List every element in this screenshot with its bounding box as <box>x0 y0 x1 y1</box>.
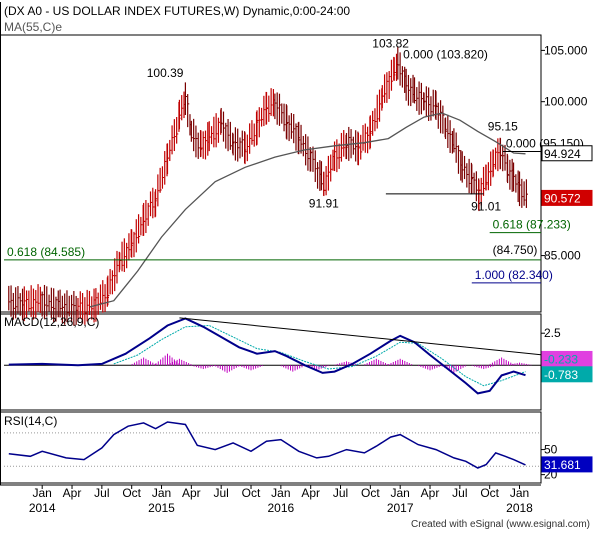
macd-line <box>8 317 526 395</box>
fib-level-label: (84.750) <box>493 243 538 257</box>
x-tick-month-label: Oct <box>122 486 141 500</box>
fib-level-label: 0.000 (103.820) <box>403 47 488 61</box>
fib-level-label: 0.618 (87.233) <box>493 218 571 232</box>
macd-signal-line <box>113 324 526 387</box>
x-tick-month-label: Jan <box>152 486 171 500</box>
x-tick-month-label: Apr <box>421 486 440 500</box>
fib-level-label: 1.000 (82.340) <box>475 268 553 282</box>
macd-last-badge-bg <box>541 366 593 383</box>
x-tick-year-label: 2016 <box>268 501 295 515</box>
price-y-tick-label: 105.000 <box>544 43 588 57</box>
rsi-last-badge: 31.681 <box>544 458 581 472</box>
x-tick-month-label: Jan <box>391 486 410 500</box>
x-tick-month-label: Jul <box>333 486 348 500</box>
price-y-tick-label: 85.000 <box>544 249 581 263</box>
macd-signal-badge: -0.233 <box>544 352 578 366</box>
x-tick-month-label: Oct <box>242 486 261 500</box>
x-tick-month-label: Jan <box>33 486 52 500</box>
x-tick-month-label: Jul <box>94 486 109 500</box>
x-tick-month-label: Oct <box>361 486 380 500</box>
price-annotation: 100.39 <box>147 66 184 80</box>
macd-panel-title: MACD(12,26,9,C) <box>4 315 99 329</box>
x-tick-month-label: Apr <box>63 486 82 500</box>
x-tick-year-label: 2018 <box>506 501 533 515</box>
ma-legend-label: MA(55,C)e <box>4 20 62 34</box>
x-tick-month-label: Oct <box>480 486 499 500</box>
price-last-badge-bg <box>541 189 593 206</box>
x-tick-year-label: 2017 <box>387 501 414 515</box>
price-annotation: 103.82 <box>372 36 409 50</box>
macd-trendline <box>179 317 544 356</box>
price-y-tick-label: 100.000 <box>544 95 588 109</box>
price-annotation: 95.15 <box>488 119 518 133</box>
x-tick-month-label: Jan <box>271 486 290 500</box>
chart-title: (DX A0 - US DOLLAR INDEX FUTURES,W) Dyna… <box>4 4 350 18</box>
footer-credit: Created with eSignal (www.esignal.com) <box>411 519 590 530</box>
price-annotation: 91.01 <box>471 199 501 213</box>
x-tick-month-label: Jul <box>452 486 467 500</box>
x-tick-month-label: Jul <box>214 486 229 500</box>
x-tick-month-label: Apr <box>182 486 201 500</box>
fib-level-label: 0.618 (84.585) <box>7 245 85 259</box>
x-tick-year-label: 2014 <box>29 501 56 515</box>
data-layer <box>4 46 544 469</box>
x-tick-month-label: Jan <box>510 486 529 500</box>
ma-last-badge: 94.924 <box>544 147 581 161</box>
rsi-y-tick-label: 50 <box>544 443 558 457</box>
rsi-line <box>8 421 526 469</box>
x-tick-month-label: Apr <box>301 486 320 500</box>
macd-last-badge: -0.783 <box>544 368 578 382</box>
macd-y-tick-label: 2.5 <box>544 326 561 340</box>
x-tick-year-label: 2015 <box>148 501 175 515</box>
rsi-panel-title: RSI(14,C) <box>4 414 57 428</box>
price-last-badge: 90.572 <box>544 191 581 205</box>
rsi-last-badge-bg <box>541 456 593 473</box>
price-annotation: 91.91 <box>309 196 339 210</box>
ma55-line <box>89 112 526 308</box>
ma-last-badge-bg <box>541 145 593 162</box>
